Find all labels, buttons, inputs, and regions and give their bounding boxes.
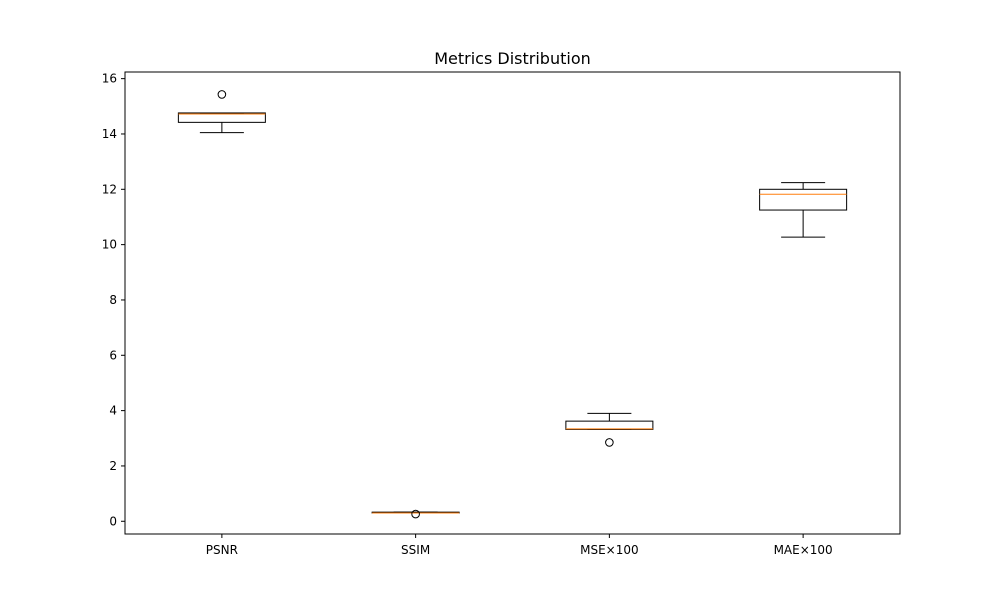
x-tick-label: SSIM [401,543,430,557]
y-tick-label: 12 [102,182,117,196]
x-tick-label: MSE×100 [580,543,639,557]
outlier-point [217,90,227,99]
y-tick-label: 6 [109,348,117,362]
outlier-point [605,438,614,447]
x-tick-label: PSNR [206,543,238,557]
y-tick-label: 4 [109,404,117,418]
chart-title: Metrics Distribution [434,49,591,68]
y-tick-label: 8 [109,293,117,307]
box-0 [177,112,266,123]
y-tick-label: 10 [102,238,117,252]
outlier-point [411,509,420,519]
y-tick-label: 0 [109,514,117,528]
box-3 [759,188,848,211]
axes-frame [124,71,901,535]
plot-area: 0 2 4 6 8 10 12 14 16 PSNR SSIM MSE×100 MAE×100 [102,72,848,557]
x-tick-label: MAE×100 [774,543,833,557]
y-tick-label: 2 [109,459,117,473]
y-tick-label: 14 [102,127,117,141]
y-tick-label: 16 [102,72,117,86]
box-2 [565,420,654,430]
